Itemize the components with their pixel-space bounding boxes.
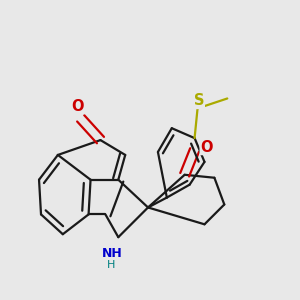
Text: O: O — [200, 140, 213, 154]
Text: S: S — [194, 94, 204, 109]
Text: H: H — [107, 260, 115, 270]
Text: NH: NH — [102, 247, 123, 260]
Text: O: O — [71, 99, 84, 114]
